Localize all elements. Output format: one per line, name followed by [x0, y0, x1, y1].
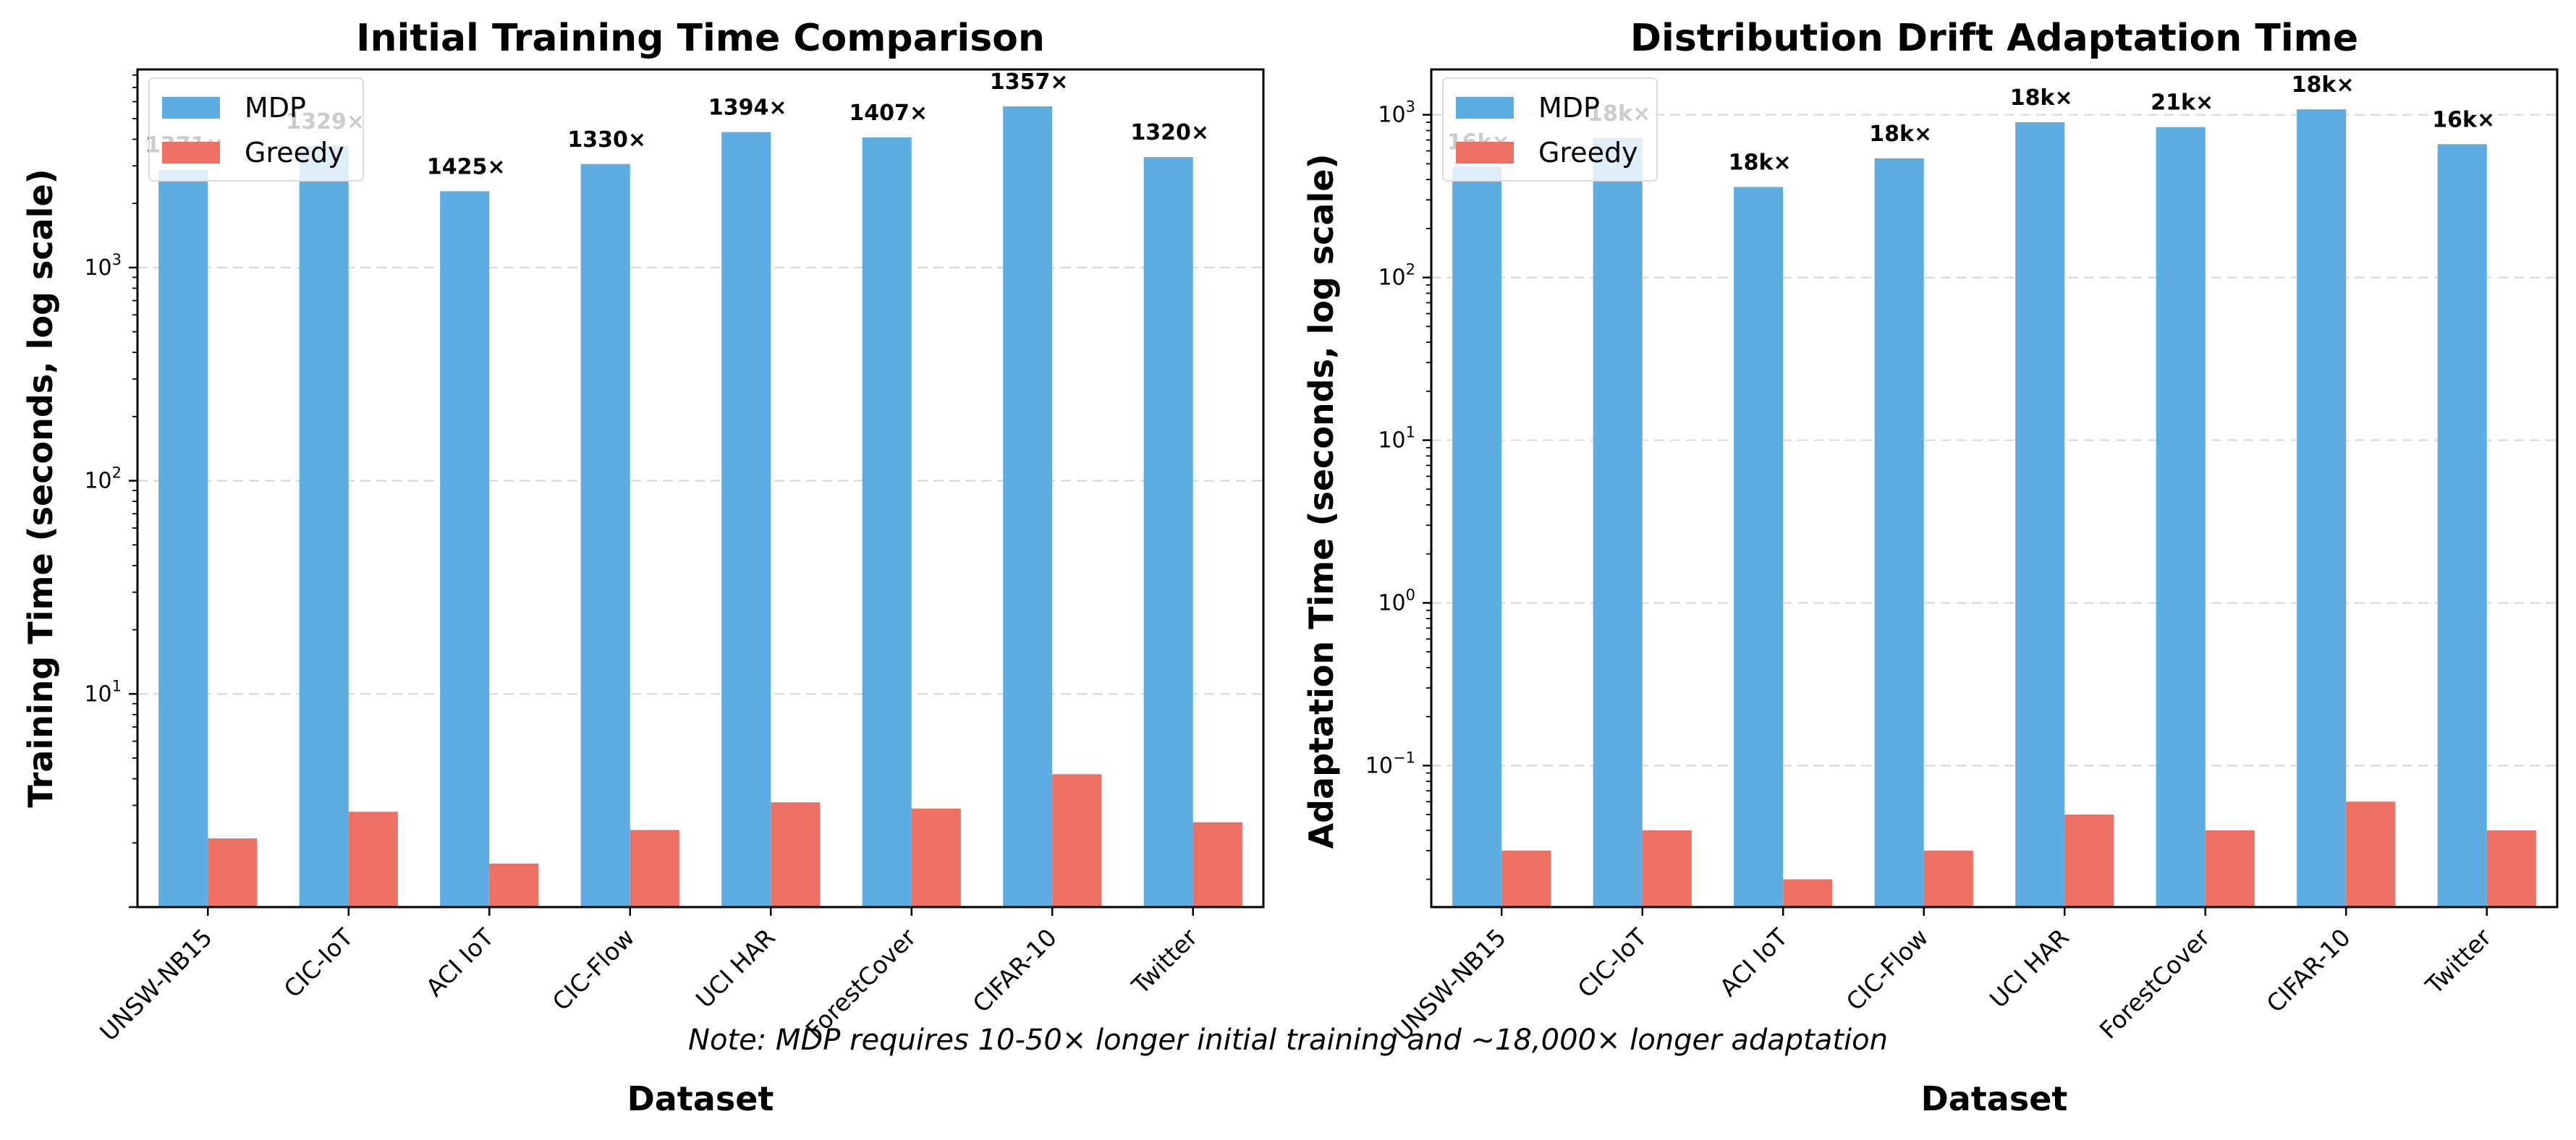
- bar-greedy-unsw-nb15: [208, 838, 258, 907]
- ratio-label: 18k×: [2010, 85, 2073, 111]
- y-tick-label: 103: [84, 251, 122, 281]
- bar-mdp-cic-flow: [580, 163, 630, 907]
- bar-greedy-aci-iot: [489, 863, 539, 907]
- bar-mdp-twitter: [1143, 157, 1193, 907]
- x-tick-label: CIC-IoT: [1572, 922, 1653, 1003]
- bar-greedy-uci-har: [2064, 814, 2114, 907]
- ratio-label: 1357×: [990, 69, 1069, 95]
- bar-mdp-cifar-10: [1003, 106, 1053, 908]
- ratio-label: 1320×: [1130, 120, 1209, 145]
- x-tick-label: UCI HAR: [1984, 923, 2075, 1013]
- ratio-label: 1330×: [567, 127, 646, 153]
- footnote: Note: MDP requires 10-50× longer initial…: [688, 1024, 1888, 1057]
- legend-swatch-mdp: [1456, 97, 1514, 119]
- y-tick-label: 101: [84, 677, 122, 707]
- y-tick-label: 10−1: [1365, 749, 1415, 778]
- y-tick-label: 100: [1378, 586, 1415, 616]
- x-tick-label: CIFAR-10: [967, 923, 1062, 1018]
- bar-greedy-aci-iot: [1783, 879, 1833, 907]
- ratio-label: 21k×: [2151, 90, 2213, 116]
- ratio-label: 1407×: [849, 101, 928, 126]
- x-tick-label: ACI IoT: [1714, 922, 1794, 1002]
- legend-label-mdp: MDP: [245, 92, 306, 124]
- bar-mdp-aci-iot: [1734, 187, 1784, 907]
- bar-mdp-aci-iot: [440, 191, 490, 907]
- bar-mdp-cifar-10: [2297, 109, 2347, 907]
- ratio-label: 18k×: [2292, 72, 2355, 98]
- bar-greedy-uci-har: [771, 802, 821, 907]
- bar-mdp-forestcover: [862, 137, 912, 907]
- bar-greedy-twitter: [2486, 830, 2536, 907]
- x-tick-label: CIC-Flow: [1841, 923, 1934, 1016]
- bar-greedy-cifar-10: [2346, 801, 2396, 907]
- bar-mdp-twitter: [2437, 144, 2487, 907]
- ratio-label: 16k×: [2432, 107, 2495, 132]
- x-tick-label: Twitter: [2420, 923, 2497, 1000]
- bar-greedy-unsw-nb15: [1501, 850, 1551, 907]
- y-tick-label: 102: [1378, 261, 1415, 291]
- bar-greedy-cic-iot: [348, 812, 398, 907]
- y-tick-label: 101: [1378, 424, 1415, 454]
- chart-title: Distribution Drift Adaptation Time: [1630, 17, 2358, 60]
- axes-frame: [136, 68, 1265, 909]
- bar-mdp-forestcover: [2156, 127, 2206, 907]
- legend-swatch-mdp: [162, 97, 220, 119]
- bar-mdp-cic-iot: [1593, 137, 1643, 907]
- chart-panel-2: 16k×18k×18k×18k×18k×21k×18k×16k×10−11001…: [1302, 17, 2559, 1118]
- x-tick-label: CIFAR-10: [2261, 923, 2356, 1018]
- legend-swatch-greedy: [162, 142, 220, 163]
- x-tick-label: Twitter: [1126, 923, 1203, 1000]
- legend: MDP Greedy: [148, 77, 364, 182]
- legend-label-greedy: Greedy: [1538, 137, 1638, 169]
- y-axis-label: Adaptation Time (seconds, log scale): [1302, 154, 1341, 849]
- bar-greedy-cifar-10: [1052, 774, 1102, 907]
- legend-swatch-greedy: [1456, 142, 1514, 163]
- x-tick-label: CIC-IoT: [279, 922, 359, 1003]
- x-tick-label: ACI IoT: [420, 922, 500, 1002]
- y-tick-label: 102: [84, 464, 122, 494]
- ratio-label: 18k×: [1869, 122, 1932, 147]
- bar-mdp-cic-flow: [1874, 158, 1924, 907]
- bar-mdp-uci-har: [2015, 122, 2065, 908]
- x-tick-label: CIC-Flow: [547, 923, 640, 1016]
- y-axis-label: Training Time (seconds, log scale): [21, 169, 60, 807]
- x-axis-label: Dataset: [627, 1079, 774, 1118]
- bar-mdp-unsw-nb15: [1452, 166, 1502, 907]
- bar-greedy-twitter: [1192, 822, 1242, 907]
- bar-mdp-unsw-nb15: [158, 169, 208, 907]
- bar-greedy-forestcover: [2205, 830, 2255, 907]
- legend: MDP Greedy: [1442, 77, 1658, 182]
- bar-greedy-cic-flow: [630, 830, 679, 907]
- ratio-label: 18k×: [1729, 150, 1792, 175]
- x-axis-label: Dataset: [1921, 1079, 2068, 1118]
- legend-label-greedy: Greedy: [245, 137, 344, 169]
- y-tick-label: 103: [1378, 98, 1415, 128]
- bar-mdp-uci-har: [721, 132, 771, 908]
- chart-title: Initial Training Time Comparison: [356, 17, 1045, 60]
- ratio-label: 1394×: [708, 95, 787, 121]
- bar-greedy-forestcover: [911, 808, 961, 907]
- x-tick-label: UCI HAR: [690, 923, 781, 1013]
- axes-frame: [1430, 68, 2559, 909]
- legend-label-mdp: MDP: [1538, 92, 1600, 124]
- bar-mdp-cic-iot: [299, 145, 349, 908]
- bar-greedy-cic-flow: [1923, 850, 1973, 907]
- chart-panel-1: 1371×1329×1425×1330×1394×1407×1357×1320×…: [21, 17, 1265, 1118]
- ratio-label: 1425×: [427, 154, 506, 179]
- bar-greedy-cic-iot: [1642, 830, 1692, 907]
